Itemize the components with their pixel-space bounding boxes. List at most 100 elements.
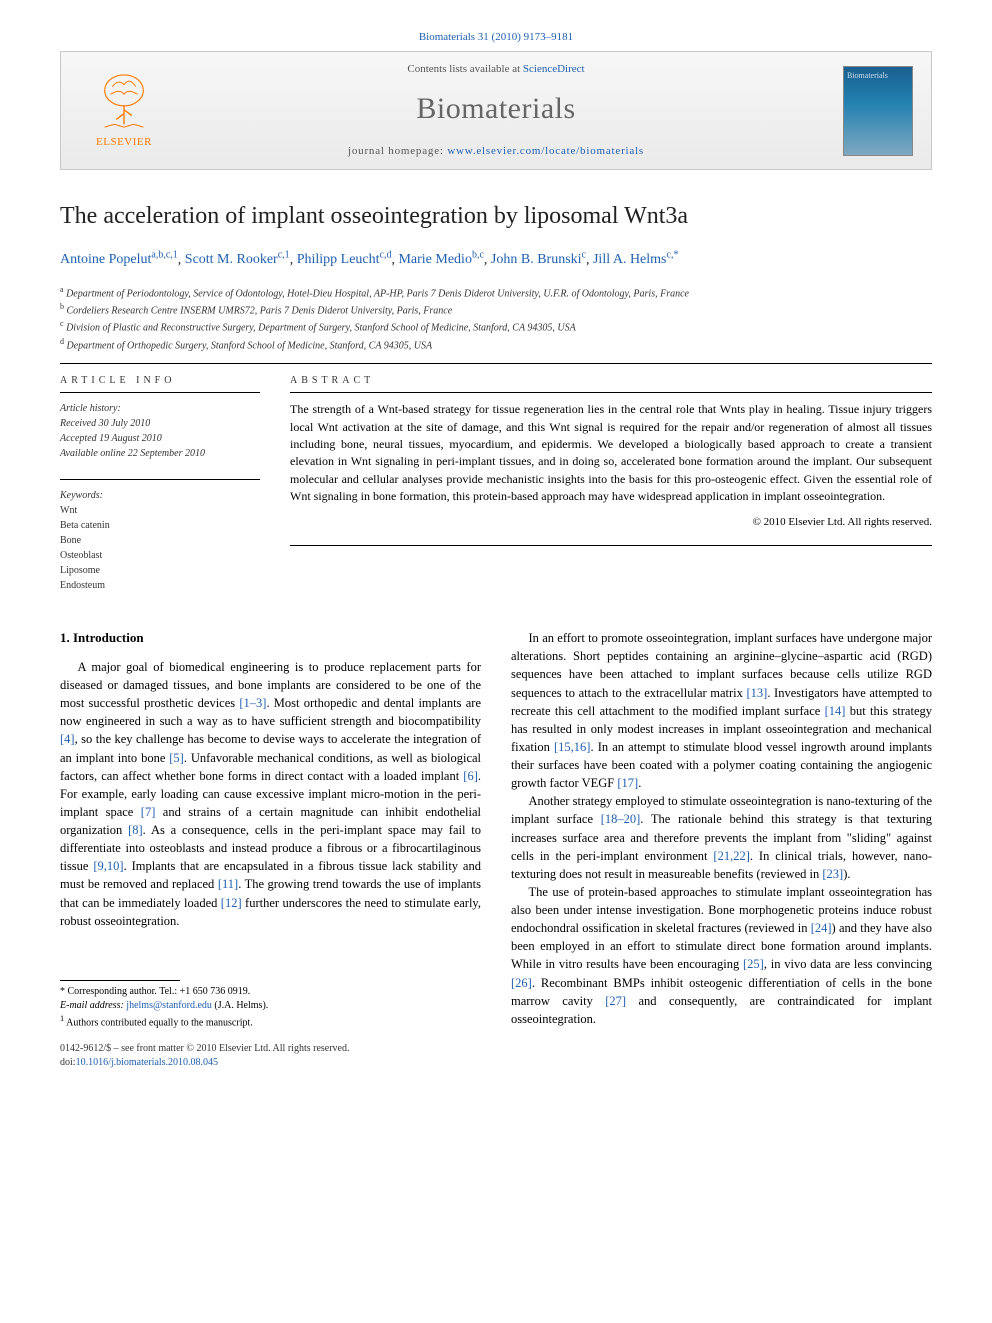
body-paragraph: Another strategy employed to stimulate o… — [511, 792, 932, 883]
author-link[interactable]: Philipp Leucht — [297, 252, 380, 267]
cover-label: Biomaterials — [847, 71, 888, 80]
affil-key: d — [60, 337, 64, 346]
citation-ref[interactable]: [18–20] — [601, 812, 641, 826]
equal-text: Authors contributed equally to the manus… — [66, 1017, 253, 1028]
divider — [60, 363, 932, 364]
citation-ref[interactable]: [13] — [746, 686, 767, 700]
journal-cover-thumb: Biomaterials — [843, 66, 913, 156]
footnotes: * Corresponding author. Tel.: +1 650 736… — [60, 980, 481, 1030]
divider — [290, 392, 932, 393]
affil-link[interactable]: c,d — [380, 250, 392, 261]
abstract-copyright: © 2010 Elsevier Ltd. All rights reserved… — [290, 515, 932, 530]
citation-ref[interactable]: [17] — [617, 776, 638, 790]
citation-ref[interactable]: [21,22] — [713, 849, 749, 863]
citation-ref[interactable]: [8] — [128, 823, 143, 837]
author: Scott M. Rookerc,1 — [185, 252, 290, 267]
citation-ref[interactable]: [5] — [169, 751, 184, 765]
sciencedirect-link[interactable]: ScienceDirect — [523, 63, 585, 75]
email-link[interactable]: jhelms@stanford.edu — [126, 1000, 212, 1011]
banner-center: Contents lists available at ScienceDirec… — [169, 62, 823, 159]
keyword: Bone — [60, 535, 81, 546]
keyword: Endosteum — [60, 580, 105, 591]
affiliations: a Department of Periodontology, Service … — [60, 284, 932, 353]
keywords-block: Keywords: Wnt Beta catenin Bone Osteobla… — [60, 488, 260, 593]
citation-ref[interactable]: [12] — [221, 896, 242, 910]
citation-ref[interactable]: [9,10] — [93, 859, 123, 873]
affil-text: Cordeliers Research Centre INSERM UMRS72… — [67, 305, 453, 316]
email-line: E-mail address: jhelms@stanford.edu (J.A… — [60, 999, 481, 1013]
citation-ref[interactable]: [11] — [218, 877, 238, 891]
footer-meta: 0142-9612/$ – see front matter © 2010 El… — [60, 1042, 481, 1070]
affil-link[interactable]: c,1 — [278, 250, 290, 261]
publisher-logo-block: ELSEVIER — [79, 71, 169, 150]
author-link[interactable]: John B. Brunski — [491, 252, 582, 267]
citation-ref[interactable]: [15,16] — [554, 740, 590, 754]
author-link[interactable]: Marie Medio — [398, 252, 471, 267]
history-label: Article history: — [60, 401, 260, 416]
author-link[interactable]: Jill A. Helms — [593, 252, 667, 267]
affil-key: b — [60, 302, 64, 311]
author: John B. Brunskic — [491, 252, 586, 267]
author-link[interactable]: Antoine Popelut — [60, 252, 151, 267]
equal-sup: 1 — [60, 1014, 64, 1023]
body-text-span: . — [638, 776, 641, 790]
citation-ref[interactable]: [4] — [60, 732, 75, 746]
citation-ref[interactable]: [27] — [605, 994, 626, 1008]
article-history: Article history: Received 30 July 2010 A… — [60, 401, 260, 461]
journal-name: Biomaterials — [169, 88, 823, 130]
article-info-label: article info — [60, 374, 260, 388]
citation-ref[interactable]: [26] — [511, 976, 532, 990]
contents-line: Contents lists available at ScienceDirec… — [169, 62, 823, 77]
doi-link[interactable]: 10.1016/j.biomaterials.2010.08.045 — [76, 1057, 219, 1068]
elsevier-tree-icon — [95, 71, 153, 133]
doi-line: doi:10.1016/j.biomaterials.2010.08.045 — [60, 1056, 481, 1070]
accepted-date: Accepted 19 August 2010 — [60, 433, 162, 444]
author: Marie Mediob,c — [398, 252, 483, 267]
citation-ref[interactable]: [24] — [811, 921, 832, 935]
body-text-span: ). — [843, 867, 850, 881]
banner-right: Biomaterials — [823, 66, 913, 156]
affil-link[interactable]: c — [582, 250, 586, 261]
body-paragraph: The use of protein-based approaches to s… — [511, 883, 932, 1028]
body-text-span: , in vivo data are less convincing — [764, 957, 932, 971]
affil-text: Department of Periodontology, Service of… — [66, 288, 689, 299]
affil-link[interactable]: a,b,c,1 — [151, 250, 177, 261]
abstract-column: abstract The strength of a Wnt-based str… — [290, 374, 932, 593]
affil-text: Department of Orthopedic Surgery, Stanfo… — [67, 340, 433, 351]
affil-key: c — [60, 319, 64, 328]
doi-prefix: doi: — [60, 1057, 76, 1068]
email-suffix: (J.A. Helms). — [212, 1000, 268, 1011]
email-label: E-mail address: — [60, 1000, 126, 1011]
citation-ref[interactable]: [1–3] — [239, 696, 266, 710]
citation-link[interactable]: Biomaterials 31 (2010) 9173–9181 — [419, 31, 573, 43]
keywords-label: Keywords: — [60, 488, 260, 503]
online-date: Available online 22 September 2010 — [60, 448, 205, 459]
divider — [60, 479, 260, 480]
affiliation: d Department of Orthopedic Surgery, Stan… — [60, 336, 932, 353]
homepage-link[interactable]: www.elsevier.com/locate/biomaterials — [447, 145, 644, 157]
journal-banner: ELSEVIER Contents lists available at Sci… — [60, 51, 932, 170]
affil-key: a — [60, 285, 64, 294]
header-citation: Biomaterials 31 (2010) 9173–9181 — [60, 30, 932, 45]
divider — [60, 392, 260, 393]
keyword: Beta catenin — [60, 520, 110, 531]
article-info-column: article info Article history: Received 3… — [60, 374, 260, 593]
intro-paragraph: A major goal of biomedical engineering i… — [60, 658, 481, 930]
abstract-text: The strength of a Wnt-based strategy for… — [290, 401, 932, 505]
homepage-line: journal homepage: www.elsevier.com/locat… — [169, 144, 823, 159]
author: Antoine Popeluta,b,c,1 — [60, 252, 178, 267]
citation-ref[interactable]: [6] — [463, 769, 478, 783]
divider — [290, 545, 932, 546]
keyword: Osteoblast — [60, 550, 102, 561]
affil-link[interactable]: c,* — [667, 250, 679, 261]
affil-link[interactable]: b,c — [472, 250, 484, 261]
contents-prefix: Contents lists available at — [407, 63, 522, 75]
citation-ref[interactable]: [14] — [825, 704, 846, 718]
citation-ref[interactable]: [23] — [822, 867, 843, 881]
citation-ref[interactable]: [7] — [141, 805, 156, 819]
author-link[interactable]: Scott M. Rooker — [185, 252, 278, 267]
received-date: Received 30 July 2010 — [60, 418, 150, 429]
author: Jill A. Helmsc,* — [593, 252, 678, 267]
citation-ref[interactable]: [25] — [743, 957, 764, 971]
affiliation: a Department of Periodontology, Service … — [60, 284, 932, 301]
